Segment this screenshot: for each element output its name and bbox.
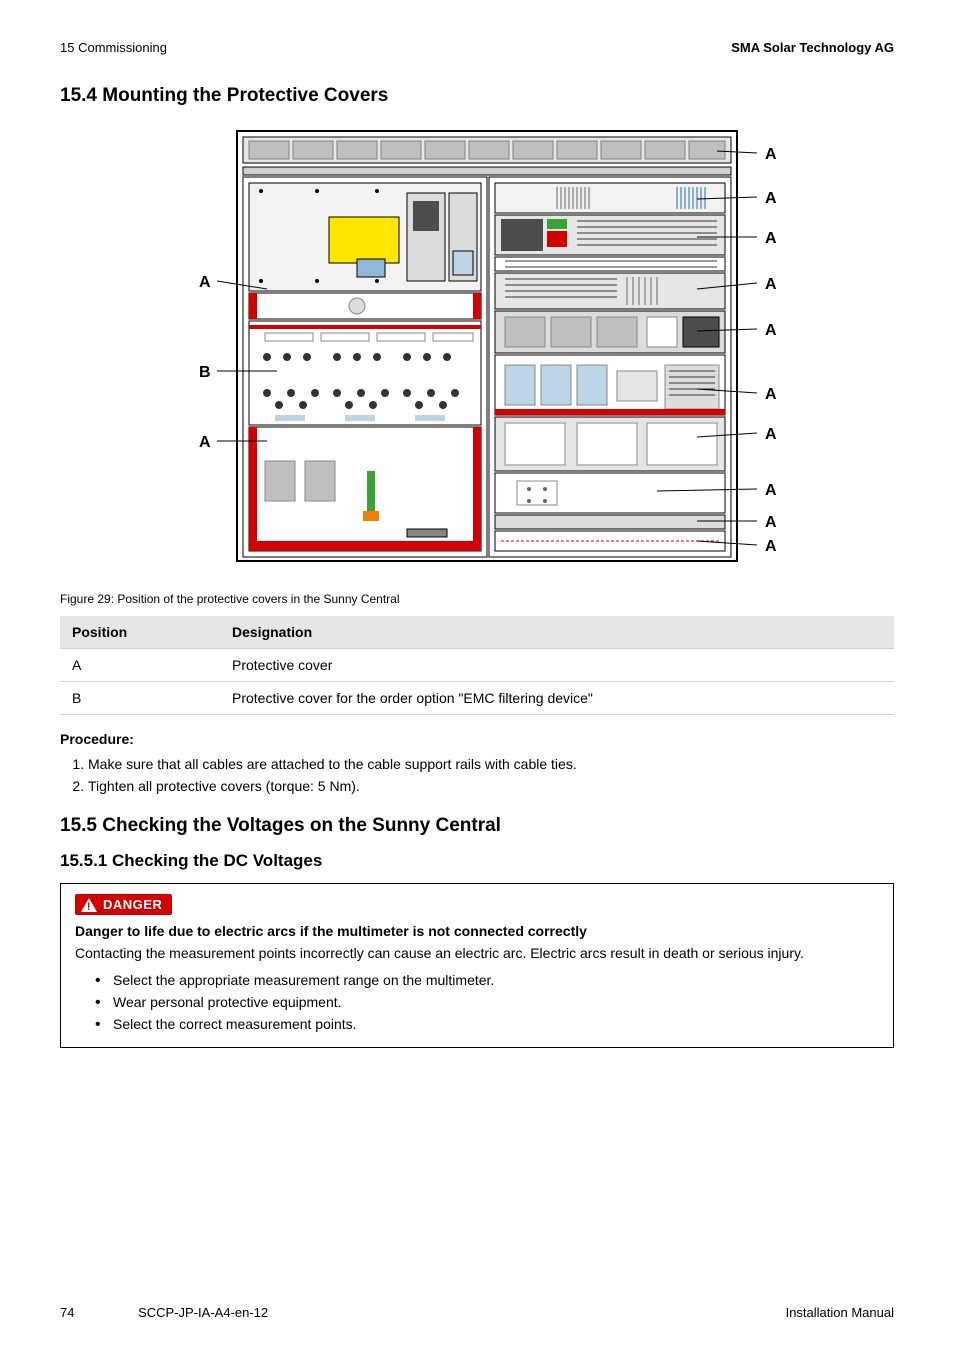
label-A-r2: A bbox=[765, 190, 777, 207]
label-A-r6: A bbox=[765, 386, 777, 403]
page-number: 74 bbox=[60, 1305, 74, 1320]
section-15-5-title: 15.5 Checking the Voltages on the Sunny … bbox=[60, 815, 894, 837]
section-15-4-title: 15.4 Mounting the Protective Covers bbox=[60, 85, 894, 107]
section-15-5-1-title: 15.5.1 Checking the DC Voltages bbox=[60, 851, 894, 871]
th-designation: Designation bbox=[220, 616, 894, 649]
protective-covers-diagram: A B A A A A A A A A A A A bbox=[157, 121, 797, 581]
header-left: 15 Commissioning bbox=[60, 40, 167, 55]
label-A-r10: A bbox=[765, 538, 777, 555]
danger-heading: Danger to life due to electric arcs if t… bbox=[75, 923, 879, 939]
procedure-step: Tighten all protective covers (torque: 5… bbox=[88, 775, 894, 797]
label-A-r4: A bbox=[765, 276, 777, 293]
label-B-left: B bbox=[199, 364, 211, 381]
danger-bullet: Wear personal protective equipment. bbox=[95, 991, 879, 1013]
cell-desig: Protective cover bbox=[220, 649, 894, 682]
cell-pos: B bbox=[60, 682, 220, 715]
danger-badge-text: DANGER bbox=[103, 897, 162, 912]
label-A-r9: A bbox=[765, 514, 777, 531]
doc-id: SCCP-JP-IA-A4-en-12 bbox=[138, 1305, 268, 1320]
warning-triangle-icon: ! bbox=[81, 898, 97, 912]
page-footer: 74 SCCP-JP-IA-A4-en-12 Installation Manu… bbox=[60, 1305, 894, 1320]
table-row: A Protective cover bbox=[60, 649, 894, 682]
procedure-label: Procedure: bbox=[60, 731, 894, 747]
label-A-left-2: A bbox=[199, 434, 211, 451]
danger-bullet: Select the appropriate measurement range… bbox=[95, 969, 879, 991]
label-A-left-1: A bbox=[199, 274, 211, 291]
footer-right: Installation Manual bbox=[786, 1305, 894, 1320]
danger-box: ! DANGER Danger to life due to electric … bbox=[60, 883, 894, 1048]
danger-bullet: Select the correct measurement points. bbox=[95, 1013, 879, 1035]
page-header: 15 Commissioning SMA Solar Technology AG bbox=[60, 40, 894, 55]
figure-caption: Figure 29: Position of the protective co… bbox=[60, 592, 894, 606]
danger-badge: ! DANGER bbox=[75, 894, 172, 915]
label-A-r8: A bbox=[765, 482, 777, 499]
table-row: B Protective cover for the order option … bbox=[60, 682, 894, 715]
label-A-r5: A bbox=[765, 322, 777, 339]
label-A-r7: A bbox=[765, 426, 777, 443]
th-position: Position bbox=[60, 616, 220, 649]
danger-bullets: Select the appropriate measurement range… bbox=[95, 969, 879, 1035]
procedure-step: Make sure that all cables are attached t… bbox=[88, 753, 894, 775]
cell-pos: A bbox=[60, 649, 220, 682]
diagram-container: A B A A A A A A A A A A A bbox=[60, 121, 894, 584]
label-A-r1: A bbox=[765, 146, 777, 163]
position-table: Position Designation A Protective cover … bbox=[60, 616, 894, 715]
procedure-list: Make sure that all cables are attached t… bbox=[88, 753, 894, 797]
danger-text: Contacting the measurement points incorr… bbox=[75, 945, 879, 961]
label-A-r3: A bbox=[765, 230, 777, 247]
header-right: SMA Solar Technology AG bbox=[731, 40, 894, 55]
svg-text:!: ! bbox=[87, 901, 91, 912]
cell-desig: Protective cover for the order option "E… bbox=[220, 682, 894, 715]
